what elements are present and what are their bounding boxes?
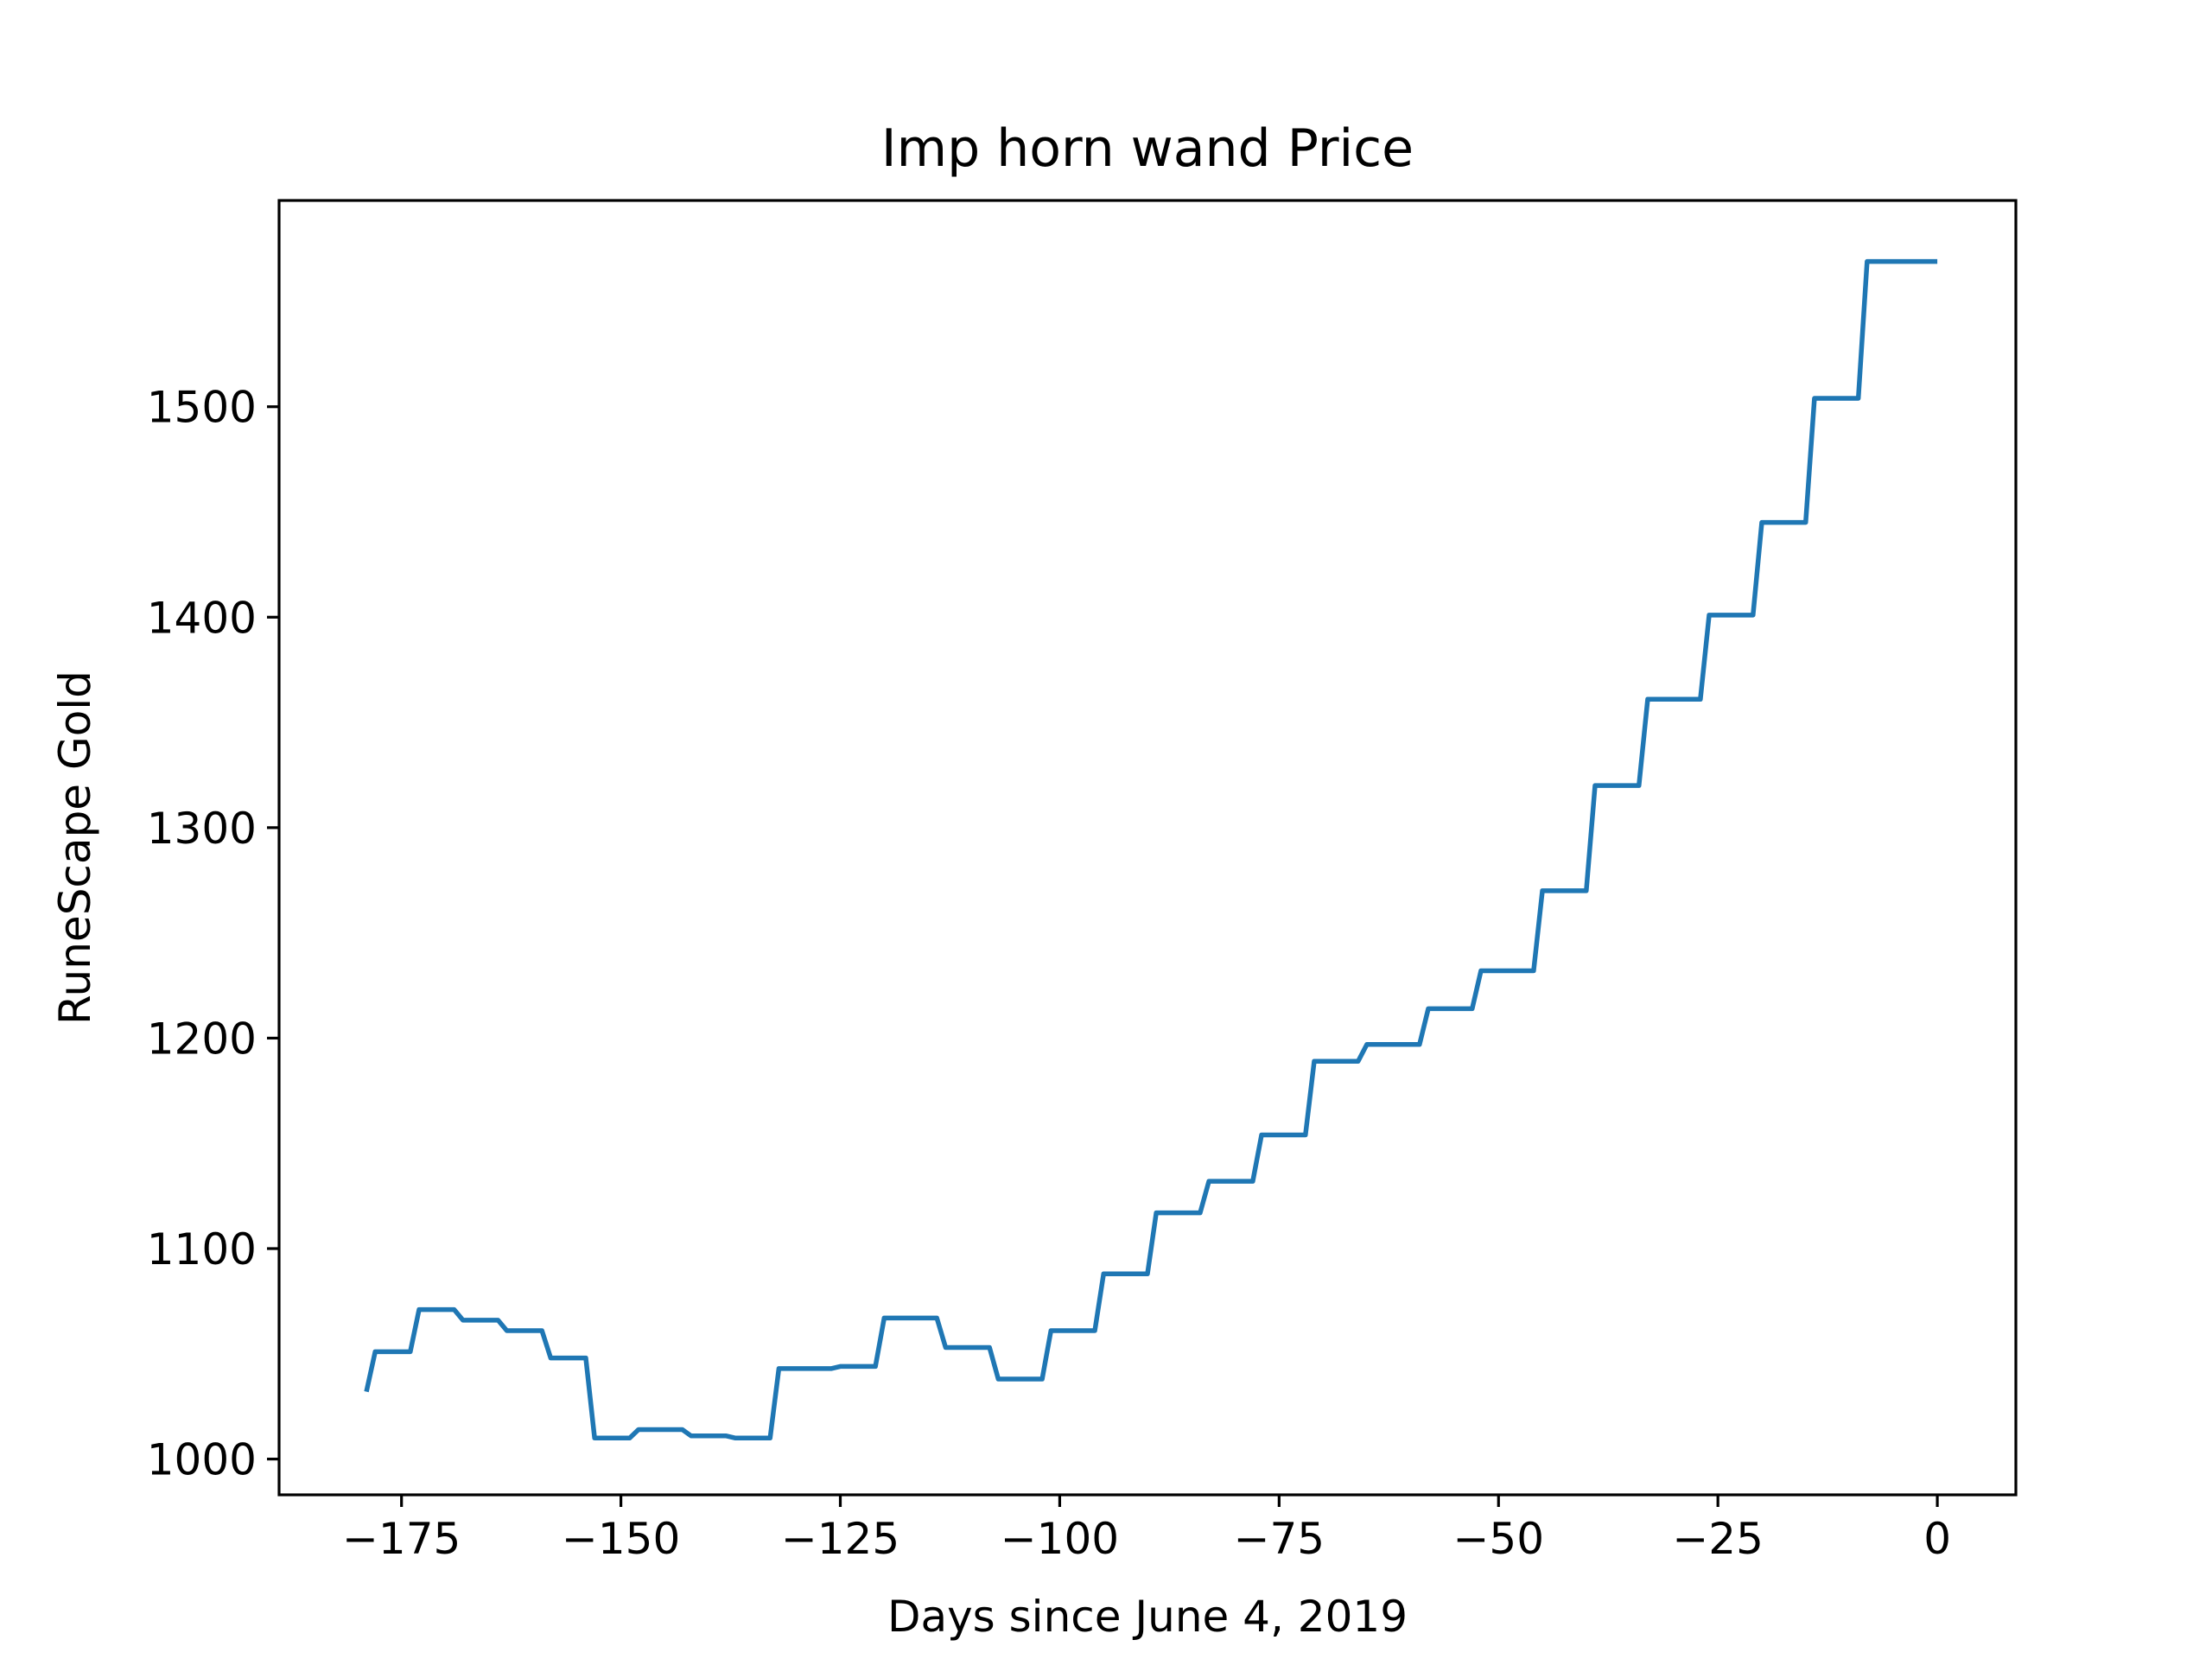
series-line-0 [364,258,1938,1440]
series-layer [364,258,1938,1440]
y-tick-label: 1300 [147,804,257,854]
x-tick-label: −150 [562,1514,680,1564]
x-tick-label: −125 [781,1514,899,1564]
y-tick-label: 1200 [147,1014,257,1064]
x-tick-label: −50 [1453,1514,1545,1564]
x-axis-label: Days since June 4, 2019 [887,1592,1408,1642]
y-tick-label: 1000 [147,1435,257,1485]
x-tick-label: 0 [1923,1514,1951,1564]
y-tick-label: 1400 [147,593,257,643]
y-axis: 1000 1100 1200 1300 1400 1500 [147,383,279,1485]
x-axis: −175 −150 −125 −100 −75 −50 −25 0 [342,1495,1951,1564]
y-tick-label: 1500 [147,383,257,433]
x-tick-label: −175 [342,1514,461,1564]
x-tick-label: −75 [1234,1514,1325,1564]
y-tick-label: 1100 [147,1224,257,1274]
chart-title: Imp horn wand Price [881,118,1414,179]
y-axis-label: RuneScape Gold [50,671,100,1025]
x-tick-label: −100 [1001,1514,1119,1564]
x-tick-label: −25 [1672,1514,1764,1564]
plot-area-frame [277,199,2018,1497]
